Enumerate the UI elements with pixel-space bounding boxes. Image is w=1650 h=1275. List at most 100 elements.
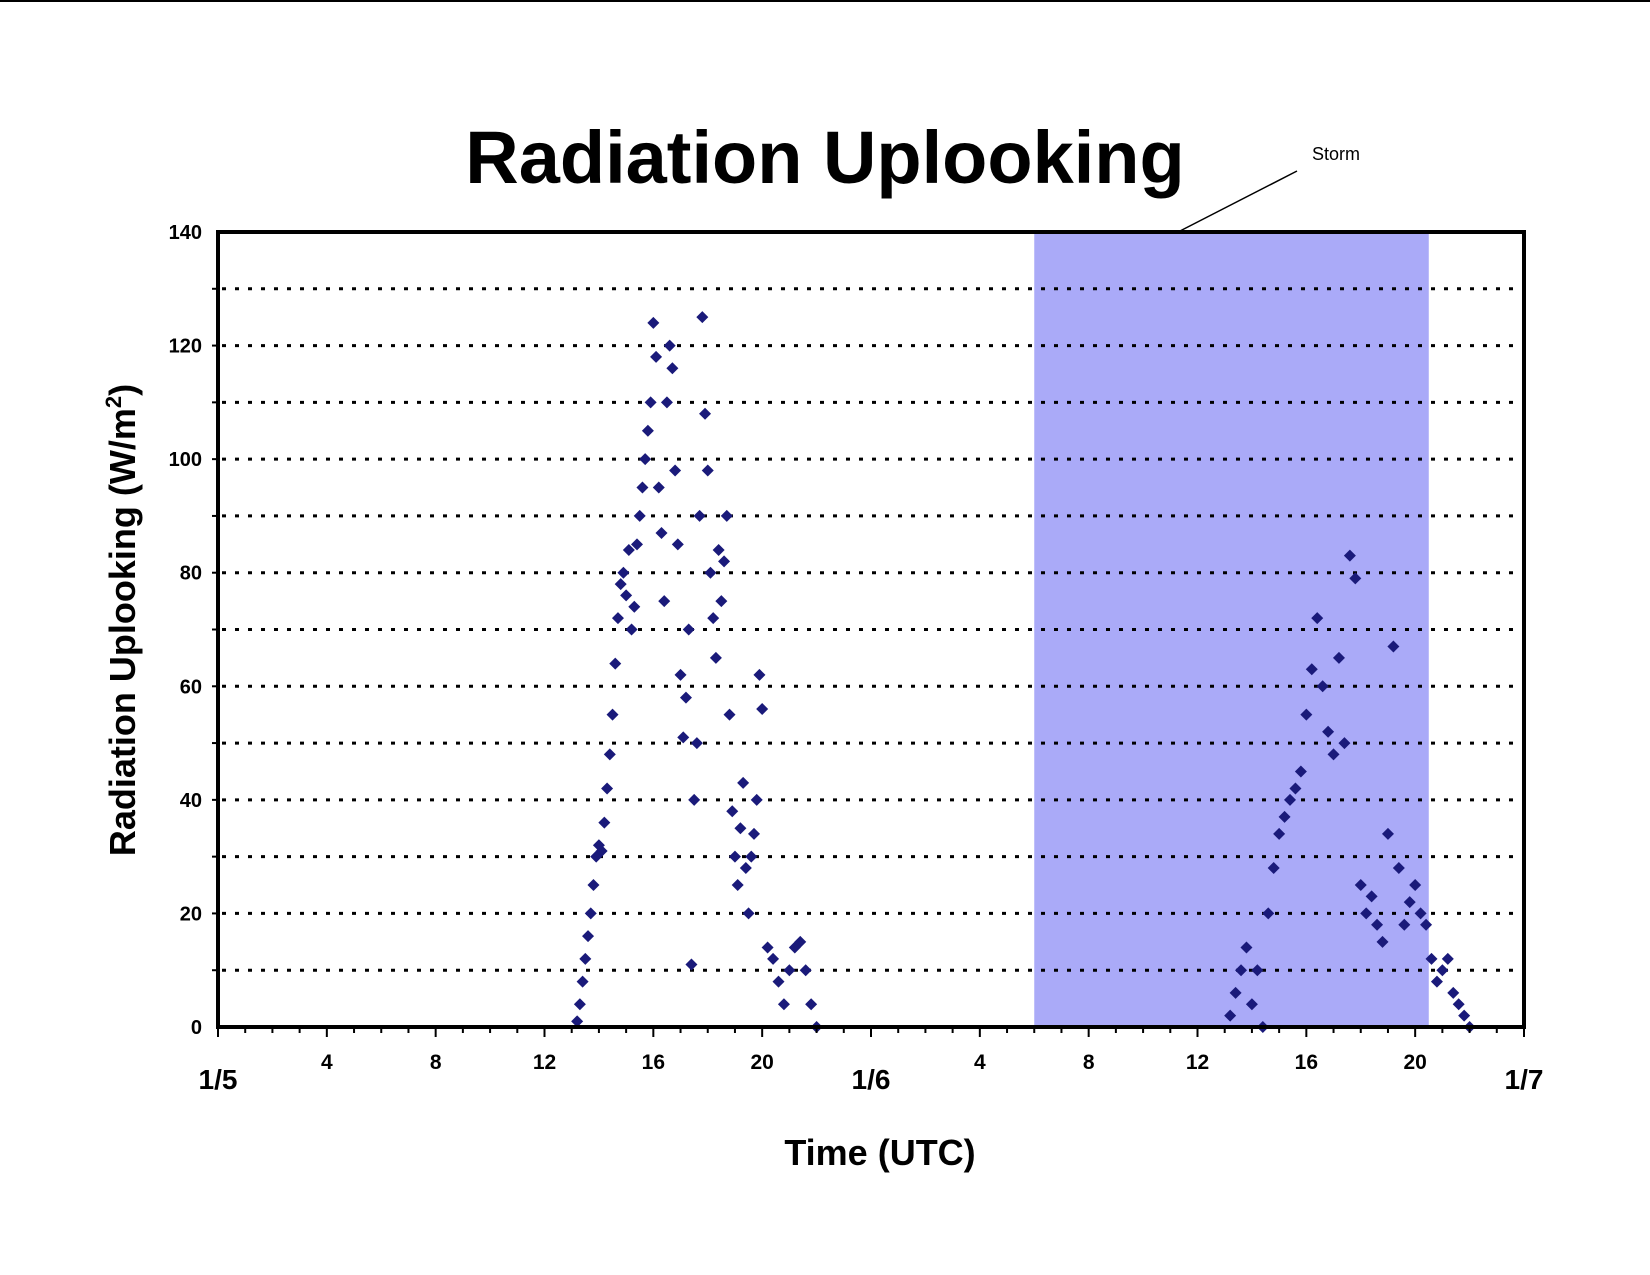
data-point-68 bbox=[756, 703, 769, 715]
data-point-87 bbox=[1267, 862, 1280, 874]
data-point-122 bbox=[1458, 1009, 1471, 1022]
data-point-19 bbox=[622, 544, 635, 556]
data-point-69 bbox=[761, 941, 774, 954]
data-point-72 bbox=[777, 998, 790, 1011]
data-point-37 bbox=[671, 538, 684, 551]
data-point-102 bbox=[1349, 572, 1362, 585]
gridlines bbox=[222, 287, 1520, 972]
storm-annotation-label: Storm bbox=[1312, 144, 1360, 164]
data-point-118 bbox=[1436, 964, 1449, 977]
data-point-49 bbox=[704, 566, 717, 579]
data-point-93 bbox=[1300, 708, 1313, 721]
data-point-113 bbox=[1409, 879, 1422, 892]
data-point-99 bbox=[1332, 651, 1345, 664]
x-axis-ticks: 4 8 12 16 20 4 8 12 16 20 1/5 1/6 1/7 bbox=[199, 1027, 1544, 1095]
data-point-75 bbox=[794, 935, 807, 948]
data-point-65 bbox=[748, 827, 761, 840]
data-point-56 bbox=[723, 708, 736, 721]
data-point-92 bbox=[1294, 765, 1307, 778]
data-point-106 bbox=[1371, 918, 1384, 931]
data-point-1 bbox=[573, 998, 586, 1011]
data-point-14 bbox=[609, 657, 622, 670]
storm-annotation-line bbox=[1179, 170, 1298, 232]
data-point-44 bbox=[690, 737, 703, 750]
data-point-33 bbox=[660, 396, 673, 409]
y-tick-label-40: 40 bbox=[180, 790, 202, 812]
data-point-116 bbox=[1425, 952, 1438, 965]
storm-region bbox=[1034, 232, 1429, 1027]
data-point-63 bbox=[742, 907, 755, 920]
data-point-10 bbox=[598, 816, 611, 829]
data-point-12 bbox=[603, 748, 616, 761]
hour-tick-label-8: 16 bbox=[1295, 1051, 1318, 1074]
data-point-114 bbox=[1414, 907, 1427, 920]
y-tick-label-60: 60 bbox=[180, 676, 202, 698]
data-point-103 bbox=[1354, 879, 1367, 892]
data-point-82 bbox=[1240, 941, 1253, 954]
data-point-11 bbox=[601, 782, 614, 795]
data-point-120 bbox=[1447, 986, 1460, 999]
data-point-62 bbox=[739, 862, 752, 874]
data-point-26 bbox=[641, 424, 654, 437]
data-point-88 bbox=[1273, 827, 1286, 840]
data-point-107 bbox=[1376, 935, 1389, 948]
data-point-71 bbox=[772, 975, 785, 988]
date-tick-label-0: 1/5 bbox=[199, 1064, 238, 1095]
data-point-111 bbox=[1398, 918, 1411, 931]
y-tick-label-140: 140 bbox=[169, 222, 202, 244]
data-point-47 bbox=[699, 407, 712, 420]
y-axis-label-main: Radiation Uplooking (W/m bbox=[102, 408, 143, 856]
data-point-25 bbox=[639, 453, 652, 466]
data-point-51 bbox=[709, 651, 722, 664]
date-tick-label-2: 1/7 bbox=[1505, 1064, 1544, 1095]
data-point-41 bbox=[682, 623, 695, 636]
data-point-60 bbox=[734, 822, 747, 835]
data-point-16 bbox=[614, 578, 627, 591]
data-point-23 bbox=[633, 509, 646, 522]
data-point-98 bbox=[1327, 748, 1340, 761]
data-point-97 bbox=[1322, 725, 1335, 738]
data-point-18 bbox=[620, 589, 633, 602]
data-point-112 bbox=[1403, 896, 1416, 909]
data-point-21 bbox=[628, 600, 641, 613]
hour-tick-label-5: 4 bbox=[974, 1051, 986, 1074]
data-point-66 bbox=[750, 793, 763, 806]
data-point-42 bbox=[685, 958, 698, 971]
data-point-96 bbox=[1316, 680, 1329, 693]
data-point-101 bbox=[1343, 549, 1356, 562]
data-point-2 bbox=[576, 975, 589, 988]
data-point-53 bbox=[715, 595, 728, 608]
hour-tick-label-6: 8 bbox=[1083, 1051, 1095, 1074]
data-point-105 bbox=[1365, 890, 1378, 903]
data-point-3 bbox=[579, 952, 592, 965]
data-point-4 bbox=[582, 930, 595, 943]
y-axis-label-close: ) bbox=[102, 384, 143, 396]
data-point-84 bbox=[1251, 964, 1264, 977]
data-point-39 bbox=[677, 731, 690, 744]
x-axis-label: Time (UTC) bbox=[784, 1132, 975, 1173]
data-point-86 bbox=[1262, 907, 1275, 920]
data-point-95 bbox=[1311, 612, 1324, 625]
data-point-27 bbox=[644, 396, 657, 409]
data-point-79 bbox=[1224, 1009, 1237, 1022]
data-point-81 bbox=[1235, 964, 1248, 977]
data-point-45 bbox=[693, 509, 706, 522]
data-point-90 bbox=[1284, 793, 1297, 806]
data-point-35 bbox=[666, 362, 679, 375]
data-point-119 bbox=[1441, 952, 1454, 965]
data-point-15 bbox=[611, 612, 624, 625]
hour-tick-label-7: 12 bbox=[1186, 1051, 1209, 1074]
data-point-61 bbox=[737, 776, 750, 789]
data-point-55 bbox=[720, 509, 733, 522]
data-point-57 bbox=[726, 805, 739, 818]
y-axis-label-superscript: 2 bbox=[101, 396, 126, 408]
data-point-77 bbox=[805, 998, 818, 1011]
y-axis-ticks: 0 20 40 60 80 100 120 140 bbox=[169, 222, 218, 1039]
data-point-64 bbox=[745, 850, 758, 863]
data-point-0 bbox=[571, 1015, 584, 1028]
data-point-48 bbox=[701, 464, 714, 477]
hour-tick-label-0: 4 bbox=[321, 1051, 333, 1074]
data-point-43 bbox=[688, 793, 701, 806]
y-tick-label-20: 20 bbox=[180, 903, 202, 925]
data-point-22 bbox=[631, 538, 644, 551]
